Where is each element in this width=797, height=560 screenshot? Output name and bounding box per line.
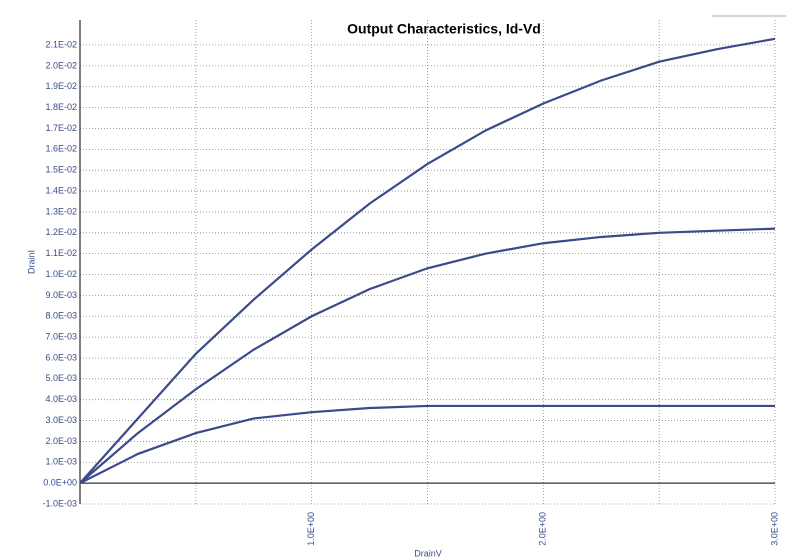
series-line [79, 37, 776, 484]
y-tick-label: 2.1E-02 [45, 39, 77, 49]
series-line [79, 227, 776, 484]
y-tick-label: 0.0E+00 [43, 478, 77, 488]
y-tick-label: 7.0E-03 [45, 331, 77, 341]
x-axis-label: DrainV [414, 548, 442, 558]
y-axis-label: DrainI [26, 250, 36, 274]
y-tick-label: 1.8E-02 [45, 102, 77, 112]
y-tick-label: 8.0E-03 [45, 311, 77, 321]
x-tick-label: 3.0E+00 [769, 512, 779, 546]
y-tick-label: 4.0E-03 [45, 394, 77, 404]
y-tick-label: 1.0E-03 [45, 457, 77, 467]
y-tick-label: 1.6E-02 [45, 144, 77, 154]
y-tick-label: -1.0E-03 [42, 498, 77, 508]
y-tick-label: 1.1E-02 [45, 248, 77, 258]
y-tick-label: 2.0E-02 [45, 60, 77, 70]
y-tick-label: 2.0E-03 [45, 436, 77, 446]
y-tick-label: 1.0E-02 [45, 269, 77, 279]
y-tick-label: 5.0E-03 [45, 373, 77, 383]
y-tick-label: 1.2E-02 [45, 227, 77, 237]
chart-title: Output Characteristics, Id-Vd [347, 21, 541, 37]
y-tick-label: 1.5E-02 [45, 165, 77, 175]
y-tick-label: 3.0E-03 [45, 415, 77, 425]
x-tick-label: 1.0E+00 [306, 512, 316, 546]
series-line [79, 404, 775, 485]
y-tick-label: 9.0E-03 [45, 290, 77, 300]
y-tick-label: 1.3E-02 [45, 206, 77, 216]
y-tick-label: 1.4E-02 [45, 185, 77, 195]
y-tick-label: 6.0E-03 [45, 352, 77, 362]
y-tick-label: 1.9E-02 [45, 81, 77, 91]
y-tick-label: 1.7E-02 [45, 123, 77, 133]
x-tick-label: 2.0E+00 [538, 512, 548, 546]
